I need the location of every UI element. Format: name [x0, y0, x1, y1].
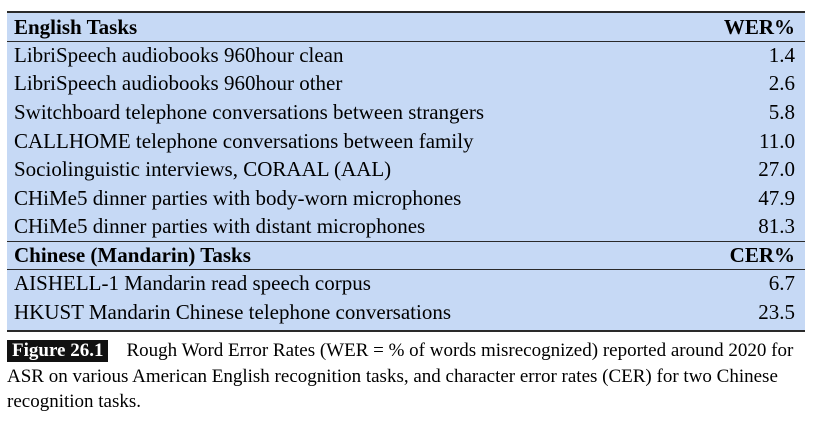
task-name: AISHELL-1 Mandarin read speech corpus [14, 271, 371, 296]
table-row: Switchboard telephone conversations betw… [7, 98, 805, 127]
task-name: LibriSpeech audiobooks 960hour clean [14, 43, 344, 68]
table-row: HKUST Mandarin Chinese telephone convers… [7, 298, 805, 327]
table-row: CALLHOME telephone conversations between… [7, 127, 805, 156]
asr-error-rate-table: English Tasks WER% LibriSpeech audiobook… [7, 11, 805, 332]
figure-caption: Figure 26.1 Rough Word Error Rates (WER =… [7, 338, 807, 415]
task-name: CALLHOME telephone conversations between… [14, 128, 474, 153]
wer-column-header: WER% [723, 14, 795, 39]
error-rate: 11.0 [759, 128, 795, 153]
table-row: CHiMe5 dinner parties with body-worn mic… [7, 184, 805, 213]
table-row: AISHELL-1 Mandarin read speech corpus 6.… [7, 269, 805, 298]
table-row: LibriSpeech audiobooks 960hour clean 1.4 [7, 41, 805, 70]
task-name: LibriSpeech audiobooks 960hour other [14, 71, 343, 96]
error-rate: 23.5 [758, 299, 795, 324]
error-rate: 2.6 [768, 71, 795, 96]
error-rate: 47.9 [758, 185, 795, 210]
english-tasks-header: English Tasks [14, 14, 138, 39]
english-tasks-header-row: English Tasks WER% [7, 13, 805, 41]
task-name: CHiMe5 dinner parties with body-worn mic… [14, 185, 462, 210]
table-row: LibriSpeech audiobooks 960hour other 2.6 [7, 70, 805, 99]
task-name: Sociolinguistic interviews, CORAAL (AAL) [14, 157, 392, 182]
error-rate: 5.8 [768, 99, 795, 124]
caption-text: Rough Word Error Rates (WER = % of words… [7, 340, 794, 412]
figure-label: Figure 26.1 [7, 340, 109, 362]
table-row: CHiMe5 dinner parties with distant micro… [7, 213, 805, 242]
error-rate: 81.3 [758, 214, 795, 239]
chinese-tasks-header: Chinese (Mandarin) Tasks [14, 243, 251, 268]
task-name: HKUST Mandarin Chinese telephone convers… [14, 299, 452, 324]
table-row: Sociolinguistic interviews, CORAAL (AAL)… [7, 155, 805, 184]
error-rate: 1.4 [768, 43, 795, 68]
error-rate: 6.7 [768, 271, 795, 296]
task-name: Switchboard telephone conversations betw… [14, 99, 485, 124]
error-rate: 27.0 [758, 157, 795, 182]
chinese-tasks-header-row: Chinese (Mandarin) Tasks CER% [7, 241, 805, 269]
cer-column-header: CER% [729, 243, 795, 268]
task-name: CHiMe5 dinner parties with distant micro… [14, 214, 426, 239]
